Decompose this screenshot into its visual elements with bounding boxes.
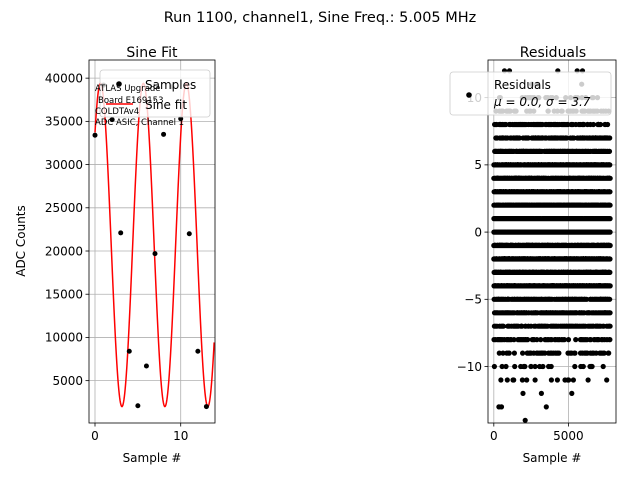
residuals-title: Residuals [520,45,586,61]
legend-sine-fit-label: Sine fit [145,98,187,112]
y-tick-label: 25000 [45,201,83,215]
y-tick-label: 0 [474,225,482,239]
residuals-legend-box [449,71,612,116]
sine-fit-curve [94,82,215,408]
sample-point [195,348,201,354]
y-tick-label: 40000 [45,71,83,85]
sample-point [161,131,167,137]
sine-fit-xlabel: Sample # [123,451,182,465]
residuals-xlabel: Sample # [523,451,582,465]
sine-fit-plot-frame [88,59,216,424]
y-tick-label: 35000 [45,115,83,129]
residuals-plot-frame [487,59,617,424]
annotation-line-2: Board E169153 [98,96,164,106]
sample-point [143,363,149,369]
sample-point [135,403,141,409]
legend-samples-marker [116,81,122,87]
x-tick-label: 0 [91,429,99,443]
sine-fit-ylabel: ADC Counts [14,205,28,277]
y-tick-label: 5000 [52,374,83,388]
annotation-line-4: ADC ASIC, Channel 1 [95,118,184,128]
y-tick-label: −10 [457,360,482,374]
legend-samples-label: Samples [145,78,196,92]
sine-fit-ticks: 0 10 5000 10000 15000 20000 25000 30000 35000 400… [45,71,189,443]
sample-point [178,116,184,122]
figure-suptitle: Run 1100, channel1, Sine Freq.: 5.005 MH… [164,10,477,26]
y-tick-label: 5 [474,158,482,172]
annotation-line-1: ATLAS Upgrade [95,84,161,94]
annotation-line-3: COLDTAv4 [95,107,139,117]
sample-point [203,404,209,410]
legend-residuals-label: Residuals [494,78,551,92]
y-tick-label: −5 [464,293,482,307]
x-tick-label: 0 [490,429,498,443]
legend-residuals-stats: μ = 0.0, σ = 3.7 [493,95,591,109]
residual-points [491,68,613,423]
board-annotation: ATLAS Upgrade Board E169153 COLDTAv4 ADC… [95,84,184,128]
y-tick-label: 10000 [45,331,83,345]
x-tick-label: 5000 [553,429,584,443]
sine-fit-title: Sine Fit [126,45,178,61]
y-tick-label: 30000 [45,158,83,172]
legend-residuals-marker [466,92,472,98]
sine-fit-legend: Samples Sine fit [99,69,211,118]
x-tick-label: 10 [173,429,188,443]
sample-point [118,230,124,236]
sample-point [92,132,98,138]
residuals-legend: Residuals μ = 0.0, σ = 3.7 [449,71,612,116]
sample-point [126,348,132,354]
sample-point [186,231,192,237]
sine-fit-legend-box [99,69,211,118]
sample-point [109,117,115,123]
sine-fit-panel: Sine Fit 0 10 5000 10000 15000 20000 25000 3000… [14,45,216,465]
y-tick-label: 15000 [45,288,83,302]
y-tick-label: 20000 [45,244,83,258]
sample-point [152,251,158,257]
